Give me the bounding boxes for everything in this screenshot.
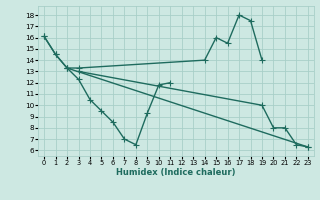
X-axis label: Humidex (Indice chaleur): Humidex (Indice chaleur) [116, 168, 236, 177]
